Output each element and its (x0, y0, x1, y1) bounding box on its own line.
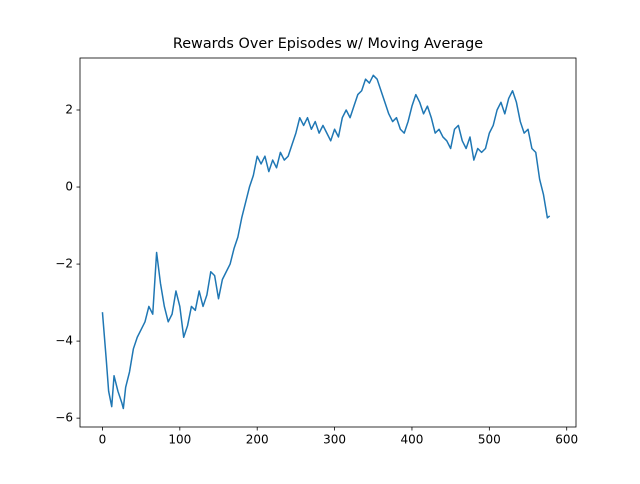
y-tick-label: −6 (55, 411, 73, 425)
axes-frame (79, 57, 577, 428)
y-tick-label: 0 (65, 180, 73, 194)
y-tick-label: −4 (55, 334, 73, 348)
x-tick-label: 400 (401, 433, 424, 447)
y-tick-label: −2 (55, 257, 73, 271)
line-series (101, 74, 551, 410)
x-tick-label: 0 (99, 433, 107, 447)
x-tick-label: 200 (246, 433, 269, 447)
chart-title: Rewards Over Episodes w/ Moving Average (173, 36, 483, 52)
y-tick-label: 2 (65, 102, 73, 116)
x-tick-label: 600 (555, 433, 578, 447)
x-tick-label: 500 (478, 433, 501, 447)
x-tick-label: 100 (168, 433, 191, 447)
x-tick-label: 300 (323, 433, 346, 447)
